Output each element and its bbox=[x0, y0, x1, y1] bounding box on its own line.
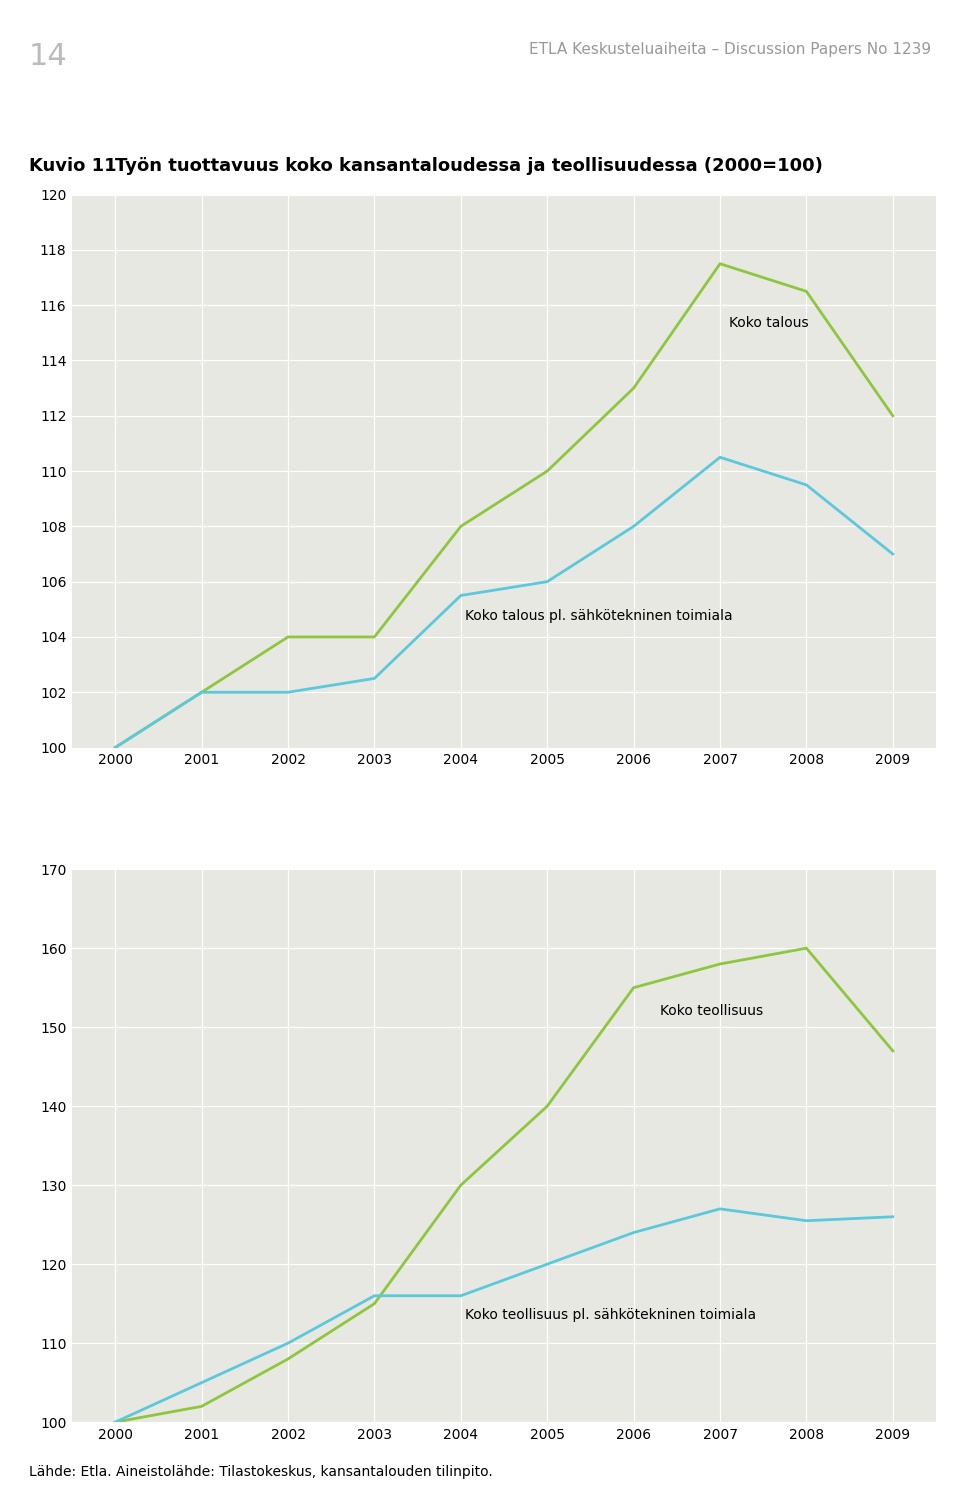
Text: Lähde: Etla. Aineistolähde: Tilastokeskus, kansantalouden tilinpito.: Lähde: Etla. Aineistolähde: Tilastokesku… bbox=[29, 1466, 492, 1479]
Text: Koko teollisuus pl. sähkötekninen toimiala: Koko teollisuus pl. sähkötekninen toimia… bbox=[465, 1308, 756, 1322]
Text: ETLA Keskusteluaiheita – Discussion Papers No 1239: ETLA Keskusteluaiheita – Discussion Pape… bbox=[529, 42, 931, 57]
Text: 14: 14 bbox=[29, 42, 67, 70]
Text: Koko teollisuus: Koko teollisuus bbox=[660, 1004, 762, 1018]
Text: Koko talous pl. sähkötekninen toimiala: Koko talous pl. sähkötekninen toimiala bbox=[465, 609, 732, 623]
Text: Kuvio 11: Kuvio 11 bbox=[29, 157, 116, 175]
Text: Koko talous: Koko talous bbox=[729, 316, 808, 331]
Text: Työn tuottavuus koko kansantaloudessa ja teollisuudessa (2000=100): Työn tuottavuus koko kansantaloudessa ja… bbox=[115, 157, 823, 175]
